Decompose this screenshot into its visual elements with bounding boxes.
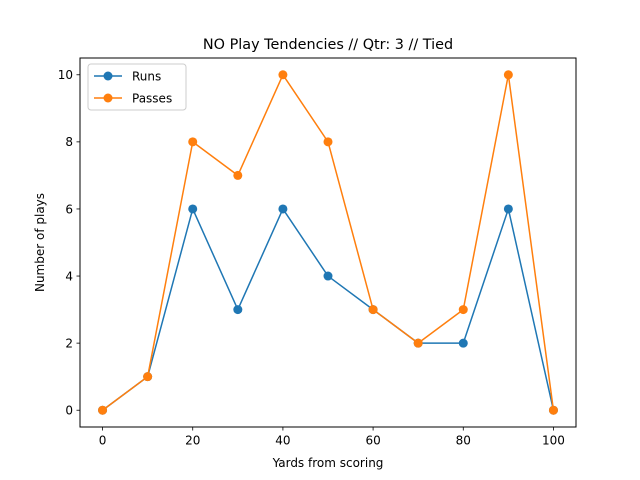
- y-tick-label: 0: [65, 404, 73, 418]
- data-point-passes: [548, 405, 558, 415]
- y-tick-label: 2: [65, 336, 73, 350]
- x-tick-label: 80: [456, 434, 471, 448]
- legend-marker: [103, 71, 113, 81]
- legend: Runs Passes: [87, 63, 187, 111]
- legend-marker: [103, 93, 113, 103]
- data-point-passes: [98, 405, 108, 415]
- y-tick-label: 6: [65, 202, 73, 216]
- data-point-passes: [278, 70, 288, 80]
- data-point-runs: [323, 271, 333, 281]
- y-tick-label: 8: [65, 135, 73, 149]
- y-tick-label: 4: [65, 269, 73, 283]
- x-axis-label: Yards from scoring: [272, 456, 384, 470]
- y-tick-label: 10: [58, 68, 73, 82]
- data-point-passes: [458, 305, 468, 315]
- legend-label: Passes: [132, 91, 172, 105]
- x-tick-label: 40: [275, 434, 290, 448]
- data-point-runs: [188, 204, 198, 214]
- data-point-passes: [323, 137, 333, 147]
- chart-title: NO Play Tendencies // Qtr: 3 // Tied: [203, 37, 453, 53]
- data-point-passes: [233, 170, 243, 180]
- data-point-passes: [368, 305, 378, 315]
- data-point-passes: [188, 137, 198, 147]
- data-point-passes: [503, 70, 513, 80]
- data-point-passes: [413, 338, 423, 348]
- y-axis-label: Number of plays: [33, 193, 47, 292]
- x-tick-label: 20: [185, 434, 200, 448]
- plot-area: [98, 70, 558, 415]
- plot-frame: [79, 57, 577, 428]
- data-point-runs: [278, 204, 288, 214]
- x-tick-label: 100: [542, 434, 565, 448]
- x-axis: 0 20 40 60 80 100: [99, 427, 565, 448]
- data-point-runs: [503, 204, 513, 214]
- y-axis: 0 2 4 6 8 10: [58, 68, 80, 418]
- data-point-runs: [458, 338, 468, 348]
- x-tick-label: 60: [365, 434, 380, 448]
- legend-label: Runs: [132, 69, 161, 83]
- data-point-passes: [143, 372, 153, 382]
- x-tick-label: 0: [99, 434, 107, 448]
- data-point-runs: [233, 305, 243, 315]
